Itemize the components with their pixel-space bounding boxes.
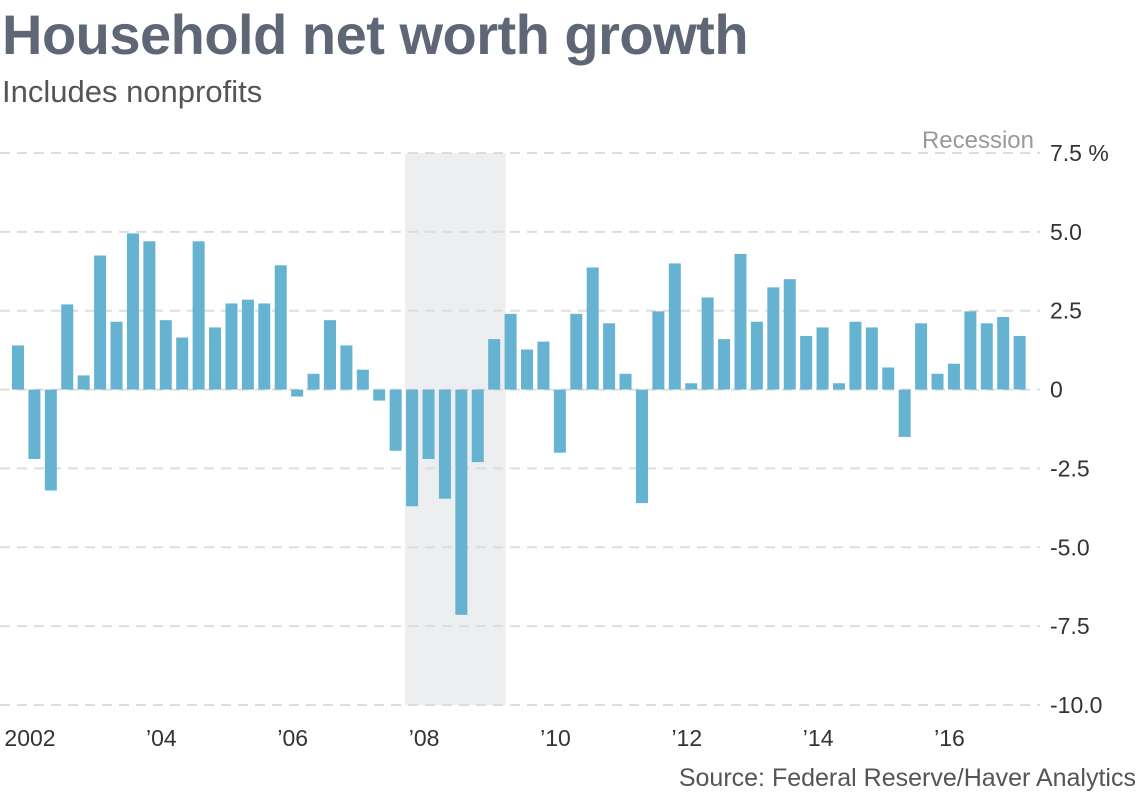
bar [553,389,566,453]
bar [291,389,304,397]
bar [241,299,254,390]
bar [471,389,484,463]
bar [389,389,402,451]
x-tick-label: ’04 [146,725,177,751]
y-tick-label: -2.5 [1050,455,1090,481]
bar [586,267,599,390]
bar [192,241,205,390]
y-tick-label: -7.5 [1050,613,1090,639]
bar [767,287,780,390]
bar [307,373,320,390]
y-tick-label: 2.5 [1050,298,1082,324]
x-tick-label: ’06 [277,725,308,751]
x-tick-label: 2002 [4,725,55,751]
bar [635,389,648,504]
bar [915,323,928,390]
bar [865,327,878,390]
bar [126,233,139,390]
bar [209,327,222,390]
y-tick-label: 0 [1050,377,1063,403]
bar [997,317,1010,390]
bar [159,320,172,390]
bar [356,369,369,390]
bar [783,279,796,390]
bar [373,389,386,401]
bar [28,389,41,459]
bar [668,263,681,390]
bar [800,335,813,390]
bar [882,367,895,390]
bar [652,311,665,390]
source-note: Source: Federal Reserve/Haver Analytics [678,764,1136,792]
bar [455,389,468,615]
chart-subtitle: Includes nonprofits [2,74,263,109]
bar [685,383,698,390]
x-tick-label: ’12 [671,725,702,751]
bar [603,323,616,390]
bar [947,363,960,390]
bar [1013,335,1026,390]
bar [340,345,353,390]
bar [323,320,336,390]
recession-shade [405,153,506,705]
y-tick-label: 5.0 [1050,219,1082,245]
bar [176,337,189,390]
bar [94,255,107,390]
y-tick-label: -10.0 [1050,692,1102,718]
x-tick-label: ’10 [540,725,571,751]
bar [898,389,911,437]
bar [931,373,944,390]
bar [44,389,57,491]
x-tick-label: ’08 [409,725,440,751]
bar [750,321,763,390]
bar [619,373,632,390]
bar [521,349,534,390]
chart-title: Household net worth growth [2,3,749,66]
bar [225,303,238,390]
bar [406,389,419,507]
bar [143,241,156,390]
bar [833,383,845,390]
bar [980,323,993,390]
bar [438,389,451,499]
bar [849,321,862,390]
bar [734,253,747,390]
x-tick-label: ’14 [803,725,834,751]
bar [570,313,583,390]
bar [258,303,271,390]
x-tick-label: ’16 [934,725,965,751]
bar [504,313,517,390]
bar [12,345,24,390]
bar [422,389,435,459]
bar [77,375,90,390]
y-tick-label: 7.5 % [1050,140,1109,166]
y-tick-label: -5.0 [1050,534,1090,560]
bar [274,265,287,390]
bar [718,339,731,390]
bar [816,327,829,390]
bar [110,321,123,390]
bar [964,311,977,390]
recession-label: Recession [922,127,1034,154]
bar [701,297,714,390]
bar [488,339,501,390]
bar [537,341,550,390]
bar [61,304,74,390]
